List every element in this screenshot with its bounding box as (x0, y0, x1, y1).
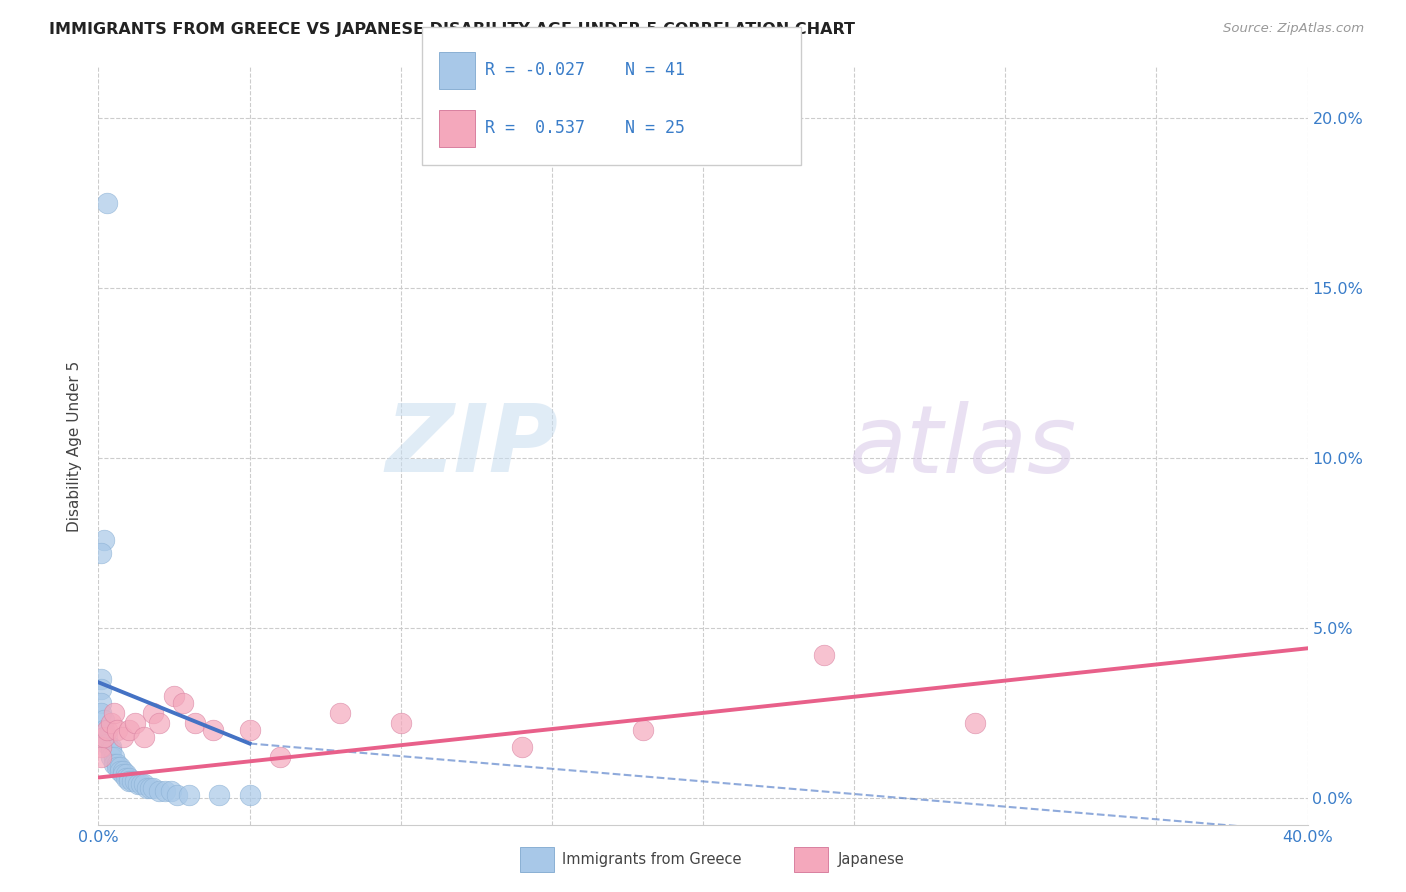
Text: Immigrants from Greece: Immigrants from Greece (562, 853, 742, 867)
Point (103, 706, 125, 720)
Point (90, 706, 112, 720)
Point (139, 780, 162, 795)
Point (965, 716, 987, 731)
Point (132, 730, 155, 744)
Point (90, 739, 112, 754)
Point (132, 777, 155, 791)
Point (184, 716, 207, 731)
Point (135, 780, 157, 795)
Point (118, 773, 141, 788)
Point (90, 546, 112, 560)
Point (111, 764, 134, 778)
Point (100, 743, 122, 757)
Point (108, 764, 131, 778)
Point (93, 533, 115, 547)
Point (96, 195, 118, 210)
Point (121, 773, 143, 788)
Point (111, 730, 134, 744)
Point (631, 723, 654, 737)
Point (90, 750, 112, 764)
Point (105, 756, 128, 771)
Point (166, 788, 188, 802)
Point (172, 696, 194, 710)
Point (114, 771, 136, 785)
Text: R = -0.027    N = 41: R = -0.027 N = 41 (485, 62, 685, 79)
Point (129, 777, 152, 791)
Point (148, 784, 170, 798)
Point (90, 672, 112, 686)
Point (118, 723, 141, 737)
Point (90, 682, 112, 697)
Point (202, 723, 225, 737)
Point (114, 767, 136, 781)
Point (124, 716, 146, 731)
Point (208, 788, 231, 802)
Point (813, 648, 835, 662)
Point (100, 716, 122, 731)
Point (93, 723, 115, 737)
Point (103, 756, 125, 771)
Point (153, 784, 176, 798)
Point (389, 716, 412, 731)
Point (96, 737, 118, 751)
Point (510, 739, 533, 754)
Point (329, 706, 352, 720)
Text: Source: ZipAtlas.com: Source: ZipAtlas.com (1223, 22, 1364, 36)
Point (103, 750, 125, 764)
Point (105, 723, 128, 737)
Point (100, 739, 122, 754)
Point (142, 780, 165, 795)
Point (105, 760, 128, 774)
Point (100, 750, 122, 764)
Point (108, 760, 131, 774)
Point (93, 713, 115, 727)
Point (111, 767, 134, 781)
Point (239, 788, 262, 802)
Point (160, 784, 183, 798)
Point (179, 788, 201, 802)
Point (239, 723, 262, 737)
Point (124, 773, 146, 788)
Point (118, 771, 141, 785)
Point (96, 723, 118, 737)
Point (142, 706, 165, 720)
Point (96, 730, 118, 744)
Text: ZIP: ZIP (385, 400, 558, 492)
Point (148, 716, 170, 731)
Text: R =  0.537    N = 25: R = 0.537 N = 25 (485, 120, 685, 137)
Y-axis label: Disability Age Under 5: Disability Age Under 5 (67, 360, 83, 532)
Text: Japanese: Japanese (838, 853, 904, 867)
Point (90, 696, 112, 710)
Point (93, 730, 115, 744)
Text: atlas: atlas (848, 401, 1077, 491)
Point (269, 750, 291, 764)
Point (127, 777, 149, 791)
Point (163, 689, 186, 703)
Text: IMMIGRANTS FROM GREECE VS JAPANESE DISABILITY AGE UNDER 5 CORRELATION CHART: IMMIGRANTS FROM GREECE VS JAPANESE DISAB… (49, 22, 855, 37)
